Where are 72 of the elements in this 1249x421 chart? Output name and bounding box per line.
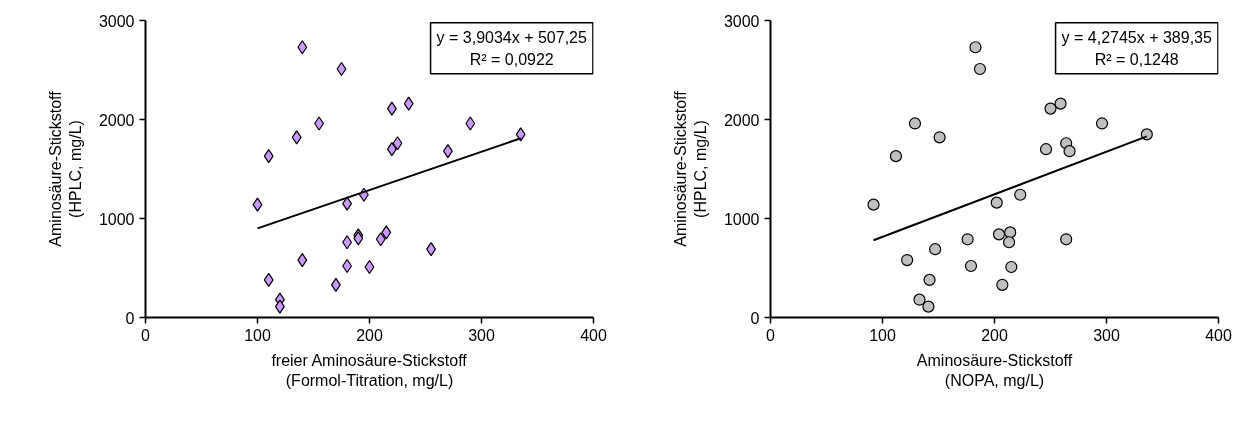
point: [263, 149, 274, 164]
point: [314, 116, 325, 131]
point: [392, 136, 403, 151]
annotation: R² = 0,1248: [1094, 50, 1179, 68]
point: [1005, 260, 1018, 274]
x-tick-label: 0: [141, 326, 151, 344]
point: [923, 273, 936, 286]
point: [867, 198, 880, 211]
point: [375, 232, 386, 247]
annotation: y = 4,2745x + 389,35: [1061, 28, 1213, 46]
point: [263, 272, 274, 287]
x-tick-label: 400: [580, 326, 607, 344]
point: [386, 101, 397, 116]
y-tick-label: 1000: [723, 210, 760, 228]
x-tick-label: 200: [356, 326, 383, 344]
y-tick-label: 0: [125, 309, 135, 327]
point: [901, 253, 914, 267]
point: [964, 259, 978, 273]
point: [342, 235, 353, 250]
point: [1039, 143, 1053, 156]
point: [889, 150, 903, 163]
annotation: R² = 0,0922: [469, 50, 554, 68]
point: [381, 225, 392, 240]
point: [973, 62, 987, 76]
point: [442, 144, 453, 159]
x-tick-label: 100: [244, 326, 271, 344]
point: [426, 242, 437, 257]
x-tick-label: 100: [869, 326, 896, 344]
point: [1014, 188, 1027, 201]
x-tick-label: 0: [766, 326, 776, 344]
x-tick-label: 400: [1205, 326, 1232, 344]
point: [961, 233, 974, 246]
annotation: y = 3,9034x + 507,25: [436, 28, 588, 46]
point: [386, 142, 397, 157]
y-tick-label: 2000: [98, 111, 135, 129]
y-axis-title: Aminosäure-Stickstoff (HPLC, mg/L): [46, 90, 84, 247]
point: [515, 127, 526, 142]
point: [1095, 117, 1109, 130]
point: [465, 116, 476, 131]
point: [274, 299, 285, 314]
point: [330, 277, 341, 292]
point: [1054, 97, 1067, 110]
x-axis-title: Aminosäure-Stickstoff (NOPA, mg/L): [916, 351, 1073, 389]
y-axis-title: Aminosäure-Stickstoff (HPLC, mg/L): [671, 90, 709, 247]
point: [297, 40, 308, 55]
x-tick-label: 300: [468, 326, 495, 344]
y-tick-label: 2000: [723, 111, 760, 129]
x-tick-label: 300: [1093, 326, 1120, 344]
x-axis-title: freier Aminosäure-Stickstoff (Formol-Titration, mg/L): [271, 351, 468, 389]
point: [990, 196, 1003, 209]
point: [992, 228, 1006, 241]
point: [1063, 145, 1076, 158]
point: [342, 196, 353, 211]
point: [291, 130, 302, 145]
point: [1002, 236, 1016, 249]
point: [933, 131, 946, 144]
point: [913, 293, 926, 306]
point: [1004, 226, 1017, 239]
point: [403, 96, 414, 111]
point: [1044, 102, 1057, 115]
x-tick-label: 200: [981, 326, 1008, 344]
point: [908, 117, 922, 130]
point: [922, 300, 935, 313]
y-tick-label: 1000: [98, 210, 135, 228]
point: [1060, 233, 1073, 246]
point: [929, 243, 942, 256]
point: [252, 197, 263, 212]
y-tick-label: 3000: [723, 12, 760, 30]
point: [969, 41, 982, 54]
point: [996, 278, 1009, 291]
y-tick-label: 3000: [98, 12, 135, 30]
y-tick-label: 0: [750, 309, 760, 327]
